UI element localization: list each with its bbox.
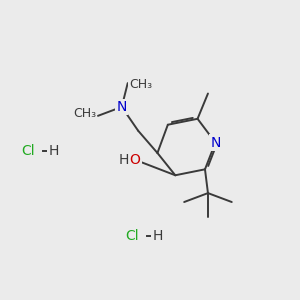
Text: Cl: Cl (125, 229, 139, 243)
Text: H: H (48, 145, 59, 158)
Text: N: N (210, 136, 220, 150)
Text: H: H (152, 229, 163, 243)
Text: CH₃: CH₃ (129, 78, 152, 91)
Text: CH₃: CH₃ (74, 107, 97, 120)
Text: O: O (130, 153, 141, 167)
Text: H: H (119, 153, 129, 167)
Text: Cl: Cl (21, 145, 35, 158)
Text: N: N (117, 100, 127, 114)
